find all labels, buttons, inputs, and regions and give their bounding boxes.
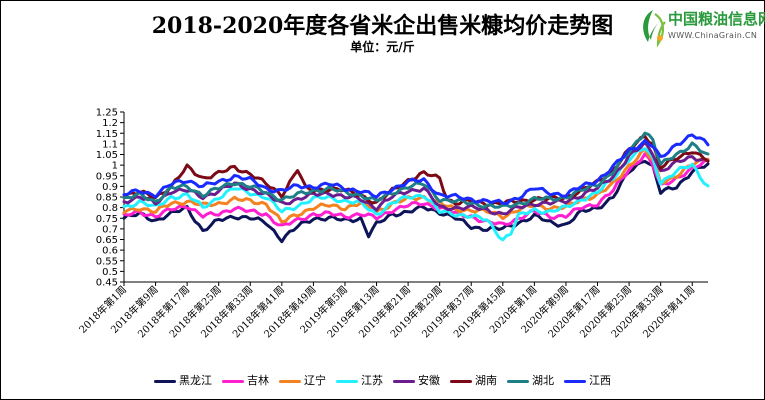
y-tick-label: 1.1	[102, 139, 118, 150]
y-tick-label: 0.6	[102, 246, 118, 257]
series-layer	[122, 131, 710, 244]
legend-item: 黑龙江	[154, 372, 212, 388]
series-line-2	[122, 147, 710, 224]
logo-url: WWW.ChinaGrain.CN	[668, 31, 758, 40]
legend-item: 湖北	[507, 372, 554, 388]
y-tick-label: 0.45	[96, 278, 118, 289]
y-tick-label: 0.95	[96, 171, 118, 182]
y-tick-label: 0.65	[96, 235, 118, 246]
legend-swatch	[507, 379, 529, 383]
legend-item: 安徽	[393, 372, 440, 388]
y-tick-label: 1.2	[102, 118, 118, 129]
legend-label: 安徽	[418, 374, 440, 387]
legend-label: 江西	[589, 374, 611, 387]
logo: 中国粮油信息网 WWW.ChinaGrain.CN	[638, 6, 765, 50]
y-tick-label: 1.25	[96, 108, 118, 119]
series-line-1	[122, 152, 710, 227]
legend-label: 黑龙江	[179, 374, 212, 387]
legend-label: 辽宁	[304, 374, 326, 387]
legend: 黑龙江 吉林 辽宁 江苏 安徽 湖南 湖北 江西	[0, 372, 765, 388]
y-tick-label: 0.8	[102, 203, 118, 214]
y-tick-label: 1.15	[96, 129, 118, 140]
legend-item: 湖南	[450, 372, 497, 388]
logo-name: 中国粮油信息网	[668, 10, 765, 28]
y-tick-label: 0.9	[102, 182, 118, 193]
series-line-7	[122, 133, 710, 206]
legend-item: 辽宁	[279, 372, 326, 388]
y-tick-label: 0.7	[102, 224, 118, 235]
y-axis: 0.450.50.550.60.650.70.750.80.850.90.951…	[96, 108, 125, 289]
x-axis: 2018年第1周2018年第9周2018年第17周2018年第25周2018年第…	[76, 281, 708, 340]
legend-swatch	[154, 379, 176, 383]
legend-swatch	[222, 379, 244, 383]
legend-item: 江西	[564, 372, 611, 388]
wheat-leaf-icon	[643, 10, 666, 48]
legend-swatch	[564, 379, 586, 383]
legend-swatch	[336, 379, 358, 383]
legend-item: 吉林	[222, 372, 269, 388]
legend-swatch	[393, 379, 415, 383]
y-tick-label: 1	[112, 161, 118, 172]
series-line-0	[122, 159, 710, 244]
chart-title: 2018-2020年度各省米企出售米糠均价走势图	[151, 13, 614, 39]
y-tick-label: 0.5	[102, 267, 118, 278]
legend-item: 江苏	[336, 372, 383, 388]
legend-label: 湖北	[532, 374, 554, 387]
series-line-6	[122, 131, 710, 209]
legend-label: 吉林	[247, 374, 269, 387]
legend-label: 湖南	[475, 374, 497, 387]
legend-swatch	[279, 379, 301, 383]
chart-subtitle: 单位：元/斤	[350, 40, 415, 54]
legend-label: 江苏	[361, 374, 383, 387]
y-tick-label: 1.05	[96, 150, 118, 161]
legend-swatch	[450, 379, 472, 383]
y-tick-label: 0.55	[96, 256, 118, 267]
y-tick-label: 0.75	[96, 214, 118, 225]
y-tick-label: 0.85	[96, 193, 118, 204]
x-tick-label: 2020年第41周	[640, 283, 697, 340]
